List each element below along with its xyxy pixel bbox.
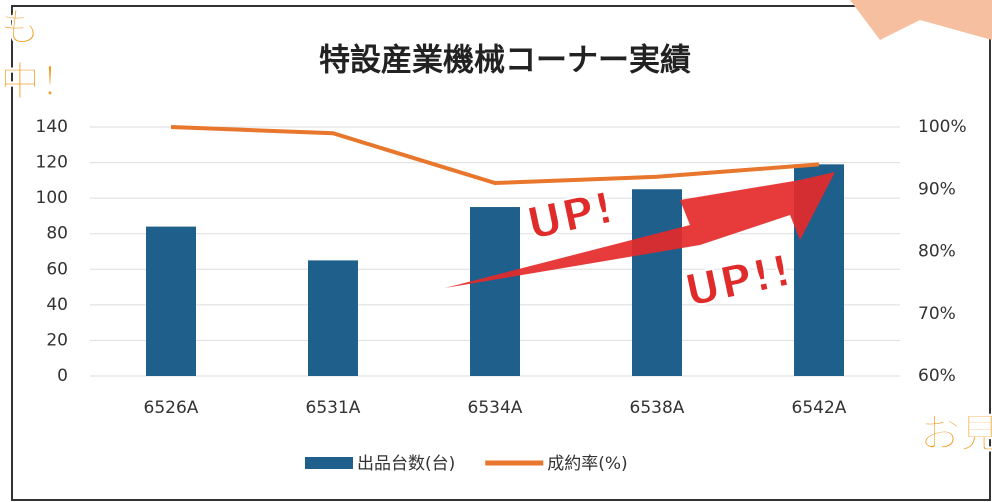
bar (146, 227, 196, 376)
bar (470, 207, 520, 376)
x-tick-label: 6531A (306, 398, 361, 418)
y2-tick-label: 100% (918, 117, 967, 137)
y-tick-label: 140 (36, 117, 68, 137)
y2-tick-label: 70% (918, 304, 956, 324)
y-tick-label: 80 (46, 224, 68, 244)
y-tick-label: 120 (36, 153, 68, 173)
x-tick-label: 6534A (468, 398, 523, 418)
decor-text: も (0, 5, 40, 51)
y-tick-label: 0 (57, 366, 68, 386)
y-tick-label: 100 (36, 188, 68, 208)
decor-text: お見 (920, 411, 992, 457)
y2-tick-label: 90% (918, 179, 956, 199)
chart-title: 特設産業機械コーナー実績 (319, 43, 691, 79)
y-tick-label: 20 (46, 330, 68, 350)
y-tick-label: 40 (46, 295, 68, 315)
bar (632, 189, 682, 376)
legend-swatch (305, 457, 353, 469)
legend-label: 成約率(%) (547, 454, 627, 474)
x-tick-label: 6542A (792, 398, 847, 418)
y-tick-label: 60 (46, 259, 68, 279)
x-tick-label: 6538A (630, 398, 685, 418)
x-tick-label: 6526A (144, 398, 199, 418)
chart: も 中！ お見 特設産業機械コーナー実績 0 20 40 60 80 100 120 140 6… (0, 0, 992, 502)
bar (308, 260, 358, 376)
y2-tick-label: 80% (918, 242, 956, 262)
decor-text: 中！ (0, 59, 80, 105)
legend-label: 出品台数(台) (357, 454, 455, 474)
y2-tick-label: 60% (918, 366, 956, 386)
